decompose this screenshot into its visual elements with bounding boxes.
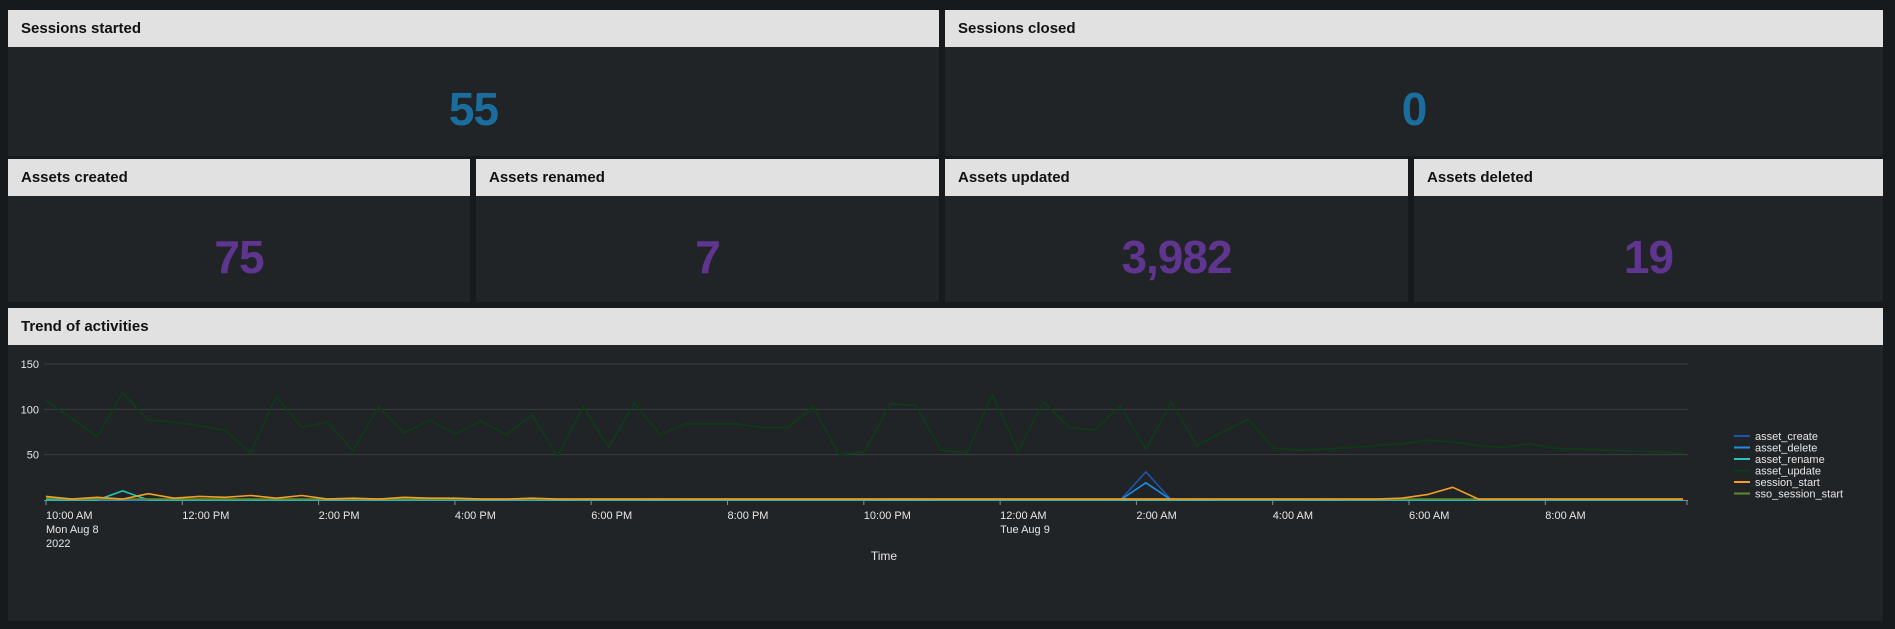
- panel-title: Assets created: [8, 159, 470, 196]
- x-tick-label: 12:00 AM: [1000, 510, 1046, 522]
- panel-title: Sessions started: [8, 10, 939, 47]
- x-tick-label: 6:00 PM: [591, 510, 632, 522]
- legend-label: session_start: [1755, 477, 1820, 489]
- panel-trend-of-activities: Trend of activities 50 100 150 10:00 AM Mon …: [8, 308, 1883, 621]
- x-tick-label: 2:00 PM: [319, 510, 360, 522]
- panel-assets-deleted: Assets deleted 19: [1414, 159, 1883, 302]
- x-tick-date-label: Tue Aug 9: [1000, 524, 1050, 536]
- y-tick-label: 100: [21, 404, 39, 416]
- panel-sessions-closed: Sessions closed 0: [945, 10, 1883, 156]
- series-line-asset-update: [45, 392, 1684, 458]
- series-line-asset-rename: [46, 490, 1683, 501]
- x-tick-label: 10:00 PM: [864, 510, 911, 522]
- x-tick-label: 12:00 PM: [182, 510, 229, 522]
- legend-label: asset_update: [1755, 466, 1821, 478]
- x-tick-label: 10:00 AM: [46, 510, 92, 522]
- panel-sessions-started: Sessions started 55: [8, 10, 939, 156]
- panel-title: Trend of activities: [8, 308, 1883, 345]
- single-value-sessions-closed: 0: [1401, 83, 1428, 135]
- panel-assets-renamed: Assets renamed 7: [476, 159, 939, 302]
- x-tick-year-label: 2022: [46, 538, 70, 550]
- x-tick-label: 4:00 AM: [1273, 510, 1313, 522]
- legend-label: asset_create: [1755, 431, 1818, 443]
- single-value-sessions-started: 55: [448, 83, 499, 135]
- panel-title: Assets updated: [945, 159, 1408, 196]
- trend-line-chart: 50 100 150 10:00 AM Mon Aug 8 2022 12:00 PM 2:0…: [21, 359, 1843, 563]
- legend-label: asset_rename: [1755, 454, 1825, 466]
- panel-assets-created: Assets created 75: [8, 159, 470, 302]
- y-tick-label: 50: [27, 450, 39, 462]
- x-tick-date-label: Mon Aug 8: [46, 524, 99, 536]
- x-tick-label: 8:00 PM: [728, 510, 769, 522]
- panel-title: Sessions closed: [945, 10, 1883, 47]
- single-value-assets-renamed: 7: [695, 231, 721, 283]
- single-value-assets-updated: 3,982: [1121, 231, 1232, 283]
- legend-label: asset_delete: [1755, 443, 1817, 455]
- x-axis-title: Time: [871, 549, 898, 563]
- series-line-session-start: [45, 486, 1683, 500]
- legend-label: sso_session_start: [1755, 489, 1843, 501]
- panel-assets-updated: Assets updated 3,982: [945, 159, 1408, 302]
- x-tick-label: 6:00 AM: [1409, 510, 1449, 522]
- x-tick-label: 4:00 PM: [455, 510, 496, 522]
- x-tick-label: 8:00 AM: [1545, 510, 1585, 522]
- single-value-assets-created: 75: [214, 231, 264, 283]
- x-tick-label: 2:00 AM: [1136, 510, 1176, 522]
- y-tick-label: 150: [21, 359, 39, 371]
- panel-title: Assets deleted: [1414, 159, 1883, 196]
- single-value-assets-deleted: 19: [1623, 231, 1674, 283]
- panel-title: Assets renamed: [476, 159, 939, 196]
